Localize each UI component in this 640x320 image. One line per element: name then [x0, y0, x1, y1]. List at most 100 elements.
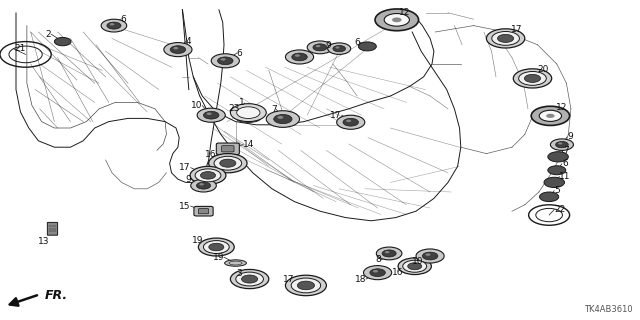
- Text: 4: 4: [186, 37, 191, 46]
- Circle shape: [403, 260, 427, 272]
- Circle shape: [191, 179, 216, 192]
- Circle shape: [497, 34, 514, 43]
- Circle shape: [546, 114, 555, 118]
- Circle shape: [221, 58, 226, 61]
- Circle shape: [548, 152, 568, 162]
- Text: 16: 16: [392, 268, 403, 277]
- Text: 20: 20: [538, 65, 549, 74]
- Text: 6: 6: [120, 15, 126, 24]
- Circle shape: [211, 54, 239, 68]
- Circle shape: [370, 269, 385, 276]
- Circle shape: [416, 249, 444, 263]
- Circle shape: [237, 107, 260, 118]
- Circle shape: [556, 141, 568, 148]
- Text: 17: 17: [283, 275, 294, 284]
- Text: 12: 12: [399, 8, 411, 17]
- Circle shape: [236, 272, 264, 286]
- Circle shape: [196, 182, 211, 189]
- Circle shape: [373, 270, 378, 273]
- Circle shape: [531, 106, 570, 125]
- FancyBboxPatch shape: [221, 146, 234, 152]
- Circle shape: [285, 275, 326, 296]
- FancyBboxPatch shape: [47, 222, 58, 235]
- Circle shape: [199, 183, 204, 186]
- FancyBboxPatch shape: [216, 143, 239, 155]
- Text: 6: 6: [354, 38, 360, 47]
- Circle shape: [333, 45, 346, 52]
- Circle shape: [358, 42, 376, 51]
- Circle shape: [274, 115, 292, 124]
- Circle shape: [392, 18, 401, 22]
- Circle shape: [285, 50, 314, 64]
- Circle shape: [408, 263, 422, 270]
- Text: 21: 21: [14, 44, 26, 53]
- Text: 18: 18: [355, 275, 366, 284]
- Circle shape: [382, 250, 396, 257]
- Circle shape: [220, 159, 236, 167]
- Text: 10: 10: [191, 101, 202, 110]
- Text: 8: 8: [376, 255, 381, 264]
- Circle shape: [492, 31, 520, 45]
- Text: 7: 7: [563, 146, 569, 155]
- Text: 17: 17: [179, 163, 191, 172]
- Text: 11: 11: [559, 172, 571, 181]
- Text: 19: 19: [212, 253, 224, 262]
- Text: 16: 16: [205, 150, 216, 159]
- Circle shape: [54, 37, 71, 46]
- Circle shape: [230, 269, 269, 289]
- Text: 17: 17: [330, 111, 342, 120]
- Circle shape: [204, 111, 219, 119]
- Text: 9: 9: [185, 175, 191, 184]
- Circle shape: [291, 278, 321, 293]
- Circle shape: [375, 9, 419, 31]
- Text: 15: 15: [179, 202, 191, 211]
- Text: 22: 22: [554, 205, 566, 214]
- Text: 19: 19: [192, 236, 204, 245]
- Circle shape: [295, 54, 300, 57]
- Text: 3: 3: [237, 269, 242, 278]
- Circle shape: [316, 45, 321, 47]
- Text: 6: 6: [237, 49, 243, 58]
- Circle shape: [198, 238, 234, 256]
- Circle shape: [170, 46, 186, 53]
- Text: 2: 2: [45, 30, 51, 39]
- Ellipse shape: [236, 114, 260, 122]
- Circle shape: [384, 13, 410, 26]
- Circle shape: [214, 156, 242, 170]
- Circle shape: [544, 177, 564, 188]
- Text: 6: 6: [562, 159, 568, 168]
- Circle shape: [277, 116, 284, 119]
- Circle shape: [204, 241, 229, 253]
- Circle shape: [337, 115, 365, 129]
- Circle shape: [422, 252, 438, 260]
- Text: 1: 1: [239, 98, 244, 107]
- Circle shape: [207, 113, 212, 115]
- Circle shape: [200, 172, 216, 179]
- Circle shape: [109, 23, 115, 26]
- Circle shape: [513, 69, 552, 88]
- Text: 12: 12: [556, 103, 567, 112]
- Circle shape: [292, 53, 307, 61]
- Text: 9: 9: [567, 132, 573, 141]
- Circle shape: [550, 139, 573, 150]
- Circle shape: [328, 43, 351, 54]
- Circle shape: [190, 166, 226, 184]
- Circle shape: [398, 258, 431, 275]
- Circle shape: [195, 169, 221, 182]
- Circle shape: [266, 111, 300, 127]
- Text: 9: 9: [326, 41, 332, 50]
- Circle shape: [107, 22, 121, 29]
- FancyBboxPatch shape: [194, 206, 213, 216]
- Circle shape: [335, 46, 340, 49]
- Text: 17: 17: [511, 25, 522, 34]
- Circle shape: [164, 43, 192, 57]
- Ellipse shape: [225, 260, 246, 266]
- Circle shape: [518, 71, 547, 85]
- Text: 7: 7: [271, 105, 276, 114]
- Circle shape: [376, 247, 402, 260]
- Circle shape: [209, 243, 224, 251]
- Circle shape: [558, 142, 563, 145]
- Text: 5: 5: [554, 186, 560, 195]
- Circle shape: [426, 253, 431, 256]
- Circle shape: [385, 251, 390, 253]
